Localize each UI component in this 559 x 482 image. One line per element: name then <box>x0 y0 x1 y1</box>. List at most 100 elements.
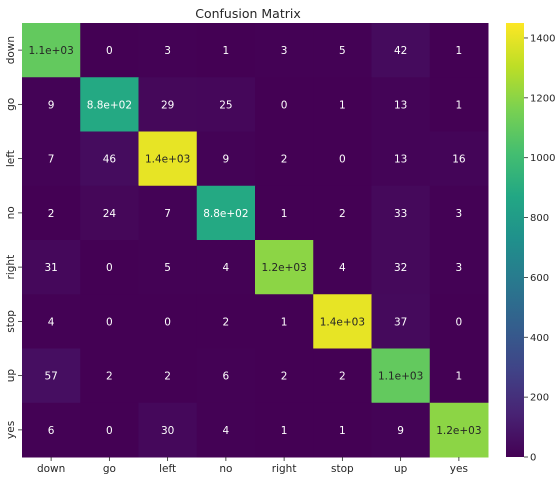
cell-annotation: 30 <box>161 425 174 437</box>
colorbar-tick-label: 800 <box>530 213 549 224</box>
heatmap-cell <box>429 23 489 78</box>
heatmap-cell <box>371 77 431 132</box>
heatmap-cell <box>22 23 81 78</box>
heatmap-cell <box>255 77 314 132</box>
cell-annotation: 1 <box>456 45 463 57</box>
cell-annotation: 1.2e+03 <box>436 425 481 437</box>
heatmap-cell <box>80 348 139 404</box>
heatmap-cell <box>255 23 314 78</box>
heatmap-cell <box>138 185 198 241</box>
cell-annotation: 1 <box>456 371 463 383</box>
cell-annotation: 8.8e+02 <box>87 99 132 111</box>
cell-annotation: 1 <box>281 425 288 437</box>
cell-annotation: 0 <box>281 99 288 111</box>
cell-annotation: 2 <box>339 371 346 383</box>
cell-annotation: 3 <box>281 45 288 57</box>
cell-annotation: 9 <box>223 154 230 166</box>
heatmap-cell <box>80 294 139 349</box>
heatmap-cell <box>429 402 489 458</box>
colorbar-tick-label: 600 <box>530 273 549 284</box>
cell-annotation: 1.4e+03 <box>320 316 365 328</box>
cell-annotation: 13 <box>394 99 407 111</box>
heatmap-cell <box>313 131 372 187</box>
cell-annotation: 3 <box>456 208 463 220</box>
cell-annotation: 25 <box>219 99 232 111</box>
y-tick-label: right <box>5 255 17 280</box>
heatmap-cell <box>429 240 489 295</box>
cell-annotation: 1 <box>456 99 463 111</box>
cell-annotation: 31 <box>44 262 57 274</box>
y-tick-label: down <box>5 36 17 64</box>
cell-annotation: 4 <box>223 425 230 437</box>
cell-annotation: 0 <box>106 425 113 437</box>
cell-annotation: 46 <box>103 154 117 166</box>
heatmap-cell <box>80 185 139 241</box>
heatmap-cell <box>196 348 256 404</box>
heatmap-cell <box>22 185 81 241</box>
cell-annotation: 2 <box>223 316 230 328</box>
heatmap-cell <box>371 294 431 349</box>
heatmap-cell <box>313 240 372 295</box>
heatmap-cell <box>313 185 372 241</box>
x-tick-label: left <box>159 463 176 475</box>
heatmap-cell <box>138 131 198 187</box>
heatmap-cell <box>429 185 489 241</box>
colorbar-tick-label: 1200 <box>530 93 555 104</box>
colorbar-tick-label: 400 <box>530 333 549 344</box>
heatmap-cell <box>255 348 314 404</box>
heatmap-cell <box>371 240 431 295</box>
cell-annotation: 1.1e+03 <box>378 371 423 383</box>
heatmap-cell <box>22 77 81 132</box>
colorbar-tick-label: 200 <box>530 393 549 404</box>
cell-annotation: 5 <box>339 45 346 57</box>
y-tick-label: stop <box>5 310 17 333</box>
cell-annotation: 6 <box>48 425 55 437</box>
heatmap-cell <box>429 348 489 404</box>
cell-annotation: 1.2e+03 <box>261 262 306 274</box>
cell-annotation: 1 <box>339 425 346 437</box>
heatmap-cell <box>313 23 372 78</box>
heatmap-cell <box>138 240 198 295</box>
heatmap-cell <box>371 185 431 241</box>
heatmap-cell <box>80 131 139 187</box>
heatmap-cell <box>255 131 314 187</box>
heatmap-cell <box>429 131 489 187</box>
colorbar-ticks: 0 200 400 600 800 1000 1200 1400 <box>524 33 555 464</box>
heatmap-cell <box>22 240 81 295</box>
x-tick-label: down <box>37 463 65 475</box>
cell-annotation: 5 <box>164 262 171 274</box>
x-tick-label: right <box>272 463 297 475</box>
heatmap-cell <box>255 294 314 349</box>
cell-annotation: 6 <box>223 371 230 383</box>
cell-annotation: 2 <box>281 371 288 383</box>
heatmap-cell <box>22 402 81 458</box>
heatmap-cell <box>138 294 198 349</box>
cell-annotation: 0 <box>164 316 171 328</box>
cell-annotation: 0 <box>106 45 113 57</box>
cell-annotation: 4 <box>223 262 230 274</box>
heatmap-cell <box>371 402 431 458</box>
x-tick-label: up <box>394 463 408 475</box>
cell-annotation: 37 <box>394 316 407 328</box>
cell-annotation: 42 <box>394 45 407 57</box>
heatmap-cell <box>371 348 431 404</box>
cell-annotation: 2 <box>339 208 346 220</box>
y-tick-label: go <box>5 98 17 111</box>
heatmap-cell <box>196 402 256 458</box>
heatmap-cell <box>255 402 314 458</box>
heatmap-cell <box>429 77 489 132</box>
cell-annotation: 9 <box>397 425 404 437</box>
y-tick-label: up <box>5 369 17 383</box>
colorbar-tick-label: 1000 <box>530 153 555 164</box>
cell-annotation: 1 <box>281 208 288 220</box>
y-tick-label: yes <box>5 421 17 439</box>
cell-annotation: 9 <box>48 99 55 111</box>
colorbar-tick-label: 1400 <box>530 33 555 44</box>
x-tick-label: go <box>103 463 116 475</box>
cell-annotation: 1 <box>223 45 230 57</box>
heatmap-cell <box>371 23 431 78</box>
cell-annotation: 0 <box>456 316 463 328</box>
heatmap-cell <box>80 240 139 295</box>
y-tick-label: no <box>5 206 17 219</box>
cell-annotation: 3 <box>164 45 171 57</box>
